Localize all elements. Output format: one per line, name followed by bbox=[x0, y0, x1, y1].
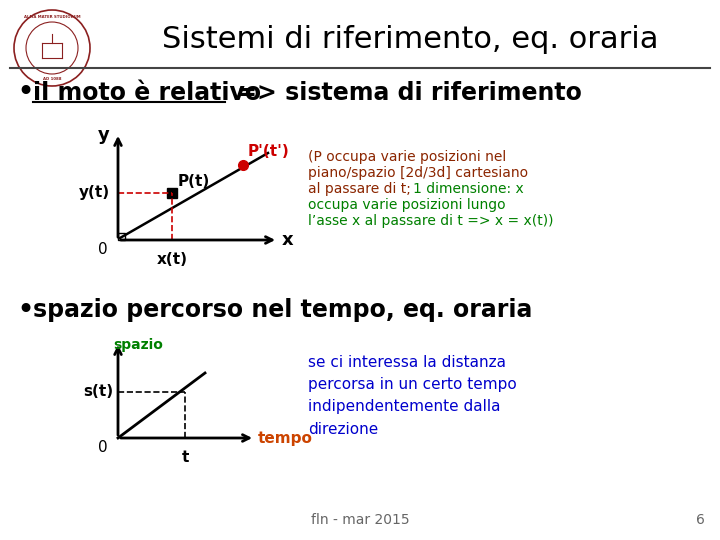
Text: •: • bbox=[16, 295, 34, 325]
Text: y: y bbox=[98, 126, 110, 144]
Text: Sistemi di riferimento, eq. oraria: Sistemi di riferimento, eq. oraria bbox=[162, 25, 658, 55]
Text: s(t): s(t) bbox=[83, 384, 113, 400]
Text: AD 1088: AD 1088 bbox=[42, 77, 61, 81]
Text: y(t): y(t) bbox=[79, 186, 110, 200]
Text: al passare di t;: al passare di t; bbox=[308, 182, 415, 196]
Text: •: • bbox=[16, 78, 34, 107]
Text: x(t): x(t) bbox=[156, 252, 187, 267]
Text: fln - mar 2015: fln - mar 2015 bbox=[311, 513, 409, 527]
Text: 0: 0 bbox=[99, 440, 108, 455]
Text: P(t): P(t) bbox=[178, 174, 210, 189]
Text: ALMA MATER STUDIORUM: ALMA MATER STUDIORUM bbox=[24, 15, 81, 19]
Text: occupa varie posizioni lungo: occupa varie posizioni lungo bbox=[308, 198, 505, 212]
Text: t: t bbox=[181, 450, 189, 465]
Text: il moto è relativo: il moto è relativo bbox=[33, 81, 261, 105]
Text: spazio: spazio bbox=[113, 338, 163, 352]
Text: x: x bbox=[282, 231, 294, 249]
Text: se ci interessa la distanza
percorsa in un certo tempo
indipendentemente dalla
d: se ci interessa la distanza percorsa in … bbox=[308, 355, 517, 437]
Text: piano/spazio [2d/3d] cartesiano: piano/spazio [2d/3d] cartesiano bbox=[308, 166, 528, 180]
Text: (P occupa varie posizioni nel: (P occupa varie posizioni nel bbox=[308, 150, 506, 164]
Text: l’asse x al passare di t => x = x(t)): l’asse x al passare di t => x = x(t)) bbox=[308, 214, 554, 228]
Text: tempo: tempo bbox=[258, 430, 313, 445]
Text: 0: 0 bbox=[99, 242, 108, 257]
Text: 1 dimensione: x: 1 dimensione: x bbox=[413, 182, 523, 196]
Text: => sistema di riferimento: => sistema di riferimento bbox=[229, 81, 582, 105]
Text: spazio percorso nel tempo, eq. oraria: spazio percorso nel tempo, eq. oraria bbox=[33, 298, 532, 322]
Text: P'(t'): P'(t') bbox=[248, 144, 289, 159]
Text: 6: 6 bbox=[696, 513, 704, 527]
